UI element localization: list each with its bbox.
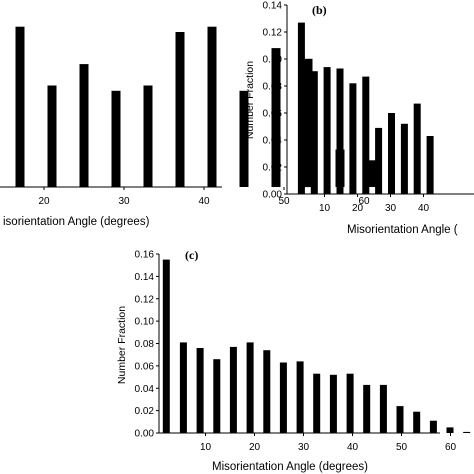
panel-c-bar: [329, 374, 337, 433]
panel-c-y-tick-label: 0.04: [135, 384, 155, 395]
panel-c-bar: [196, 348, 204, 433]
panel-c-bar: [446, 427, 454, 433]
panel-b-x-tick-label: 40: [418, 203, 430, 214]
panel-b: 0.00 0.02 0.04 0.06 0.08 0.10 0.12 0.14 10 20 30 4…: [244, 1, 474, 236]
panel-c-label: (c): [185, 248, 198, 262]
panel-c-bar: [429, 420, 437, 433]
panel-c-y-tick-label: 0.12: [135, 294, 155, 305]
panel-c-bar: [213, 359, 221, 433]
panel-c-bar: [379, 384, 387, 433]
panel-c-bar: [396, 406, 404, 433]
panel-a-x-tick-label: 50: [278, 196, 290, 207]
panel-c-x-tick-label: 40: [347, 442, 359, 453]
panel-c-y-tick-label: 0.14: [135, 272, 155, 283]
panel-c-bars: [162, 259, 471, 433]
panel-a-x-tick-label: 60: [358, 196, 370, 207]
panel-b-y-tick-label: 0.14: [263, 1, 283, 12]
panel-b-y-tick-label: 0.02: [263, 163, 283, 174]
panel-c-x-tick-label: 30: [298, 442, 310, 453]
panel-c-bar: [463, 431, 471, 433]
panel-a-bar: [15, 26, 25, 188]
panel-b-x-tick-label: 30: [385, 203, 397, 214]
panel-a-bar: [143, 85, 153, 187]
panel-b-bar: [388, 113, 395, 194]
panel-b-bar: [362, 76, 370, 194]
panel-b-bar: [297, 22, 305, 194]
panel-c-x-tick-label: 50: [396, 442, 408, 453]
panel-b-bar: [349, 83, 357, 194]
panel-b-x-tick-label: 20: [352, 203, 364, 214]
panel-b-y-tick-label: 0.06: [263, 109, 283, 120]
panel-b-bar: [400, 123, 408, 194]
panel-b-y-tick-label: 0.12: [263, 28, 283, 39]
panel-c-bar: [313, 373, 321, 433]
panel-a-x-tick-label: 40: [198, 196, 210, 207]
panel-c-x-tick-label: 10: [200, 442, 212, 453]
panel-b-x-axis-label: Misorientation Angle (: [347, 224, 458, 236]
panel-c: 0.00 0.02 0.04 0.06 0.08 0.10 0.12 0.14 0.16 10 2…: [116, 248, 471, 473]
panel-c-y-tick-label: 0.10: [135, 317, 155, 328]
panel-c-y-ticks: 0.00 0.02 0.04 0.06 0.08 0.10 0.12 0.14 0.16: [135, 250, 159, 440]
panel-a-bar: [207, 26, 217, 188]
panel-c-y-tick-label: 0.06: [135, 361, 155, 372]
panel-a-x-tick-label: 30: [118, 196, 130, 207]
panel-b-x-ticks: 10 20 30 40: [319, 194, 430, 214]
panel-a: 20 30 40 50 60 isorientation Angle (degrees): [0, 26, 377, 228]
panel-c-bar: [179, 342, 187, 433]
panel-c-bar: [279, 362, 287, 433]
panel-a-bar: [47, 85, 57, 187]
panel-a-bar: [175, 32, 185, 187]
panel-a-bars: [15, 26, 377, 188]
panel-c-bar: [346, 373, 354, 433]
panel-a-bar: [79, 64, 89, 187]
panel-c-bar: [296, 361, 304, 433]
panel-a-bar: [111, 90, 121, 187]
panel-a-x-tick-label: 20: [38, 196, 50, 207]
panel-c-x-ticks: 10 20 30 40 50 60: [200, 433, 457, 453]
panel-b-bar: [323, 67, 331, 194]
panel-c-y-tick-label: 0.16: [135, 250, 155, 261]
panel-c-x-axis-label: Misorientation Angle (degrees): [212, 461, 368, 473]
panel-b-y-ticks: 0.00 0.02 0.04 0.06 0.08 0.10 0.12 0.14: [263, 1, 287, 201]
panel-c-y-tick-label: 0.08: [135, 339, 155, 350]
panel-c-bar: [229, 346, 237, 433]
panel-b-y-axis-label: Number Fraction: [244, 61, 256, 139]
panel-a-bar: [367, 160, 377, 187]
panel-a-bar: [271, 48, 281, 187]
panel-a-bar: [303, 58, 313, 188]
panel-b-y-tick-label: 0.04: [263, 136, 283, 147]
panel-c-bar: [246, 342, 254, 433]
panel-b-y-tick-label: 0.08: [263, 82, 283, 93]
panel-a-x-axis-label: isorientation Angle (degrees): [3, 216, 150, 228]
panel-c-y-tick-label: 0.02: [135, 406, 155, 417]
panel-b-bar: [336, 68, 344, 194]
panel-b-bars: [297, 22, 434, 194]
panel-b-y-tick-label: 0.10: [263, 55, 283, 66]
panel-c-x-tick-label: 20: [249, 442, 261, 453]
panel-c-x-tick-label: 60: [445, 442, 457, 453]
panel-b-y-tick-label: 0.00: [263, 190, 283, 201]
panel-b-bar: [426, 136, 434, 194]
panel-b-bar: [375, 127, 383, 194]
panel-c-bar: [162, 259, 170, 433]
panel-b-label: (b): [312, 3, 327, 17]
panel-c-bar: [363, 384, 371, 433]
panel-c-y-axis-label: Number Fraction: [116, 306, 128, 384]
panel-c-y-tick-label: 0.00: [135, 429, 155, 440]
panel-b-bar: [413, 103, 421, 194]
panel-b-x-tick-label: 10: [319, 203, 331, 214]
panel-c-bar: [413, 411, 421, 433]
panel-c-bar: [263, 350, 271, 433]
panel-a-bar: [239, 90, 249, 187]
panel-b-bar: [310, 71, 318, 194]
